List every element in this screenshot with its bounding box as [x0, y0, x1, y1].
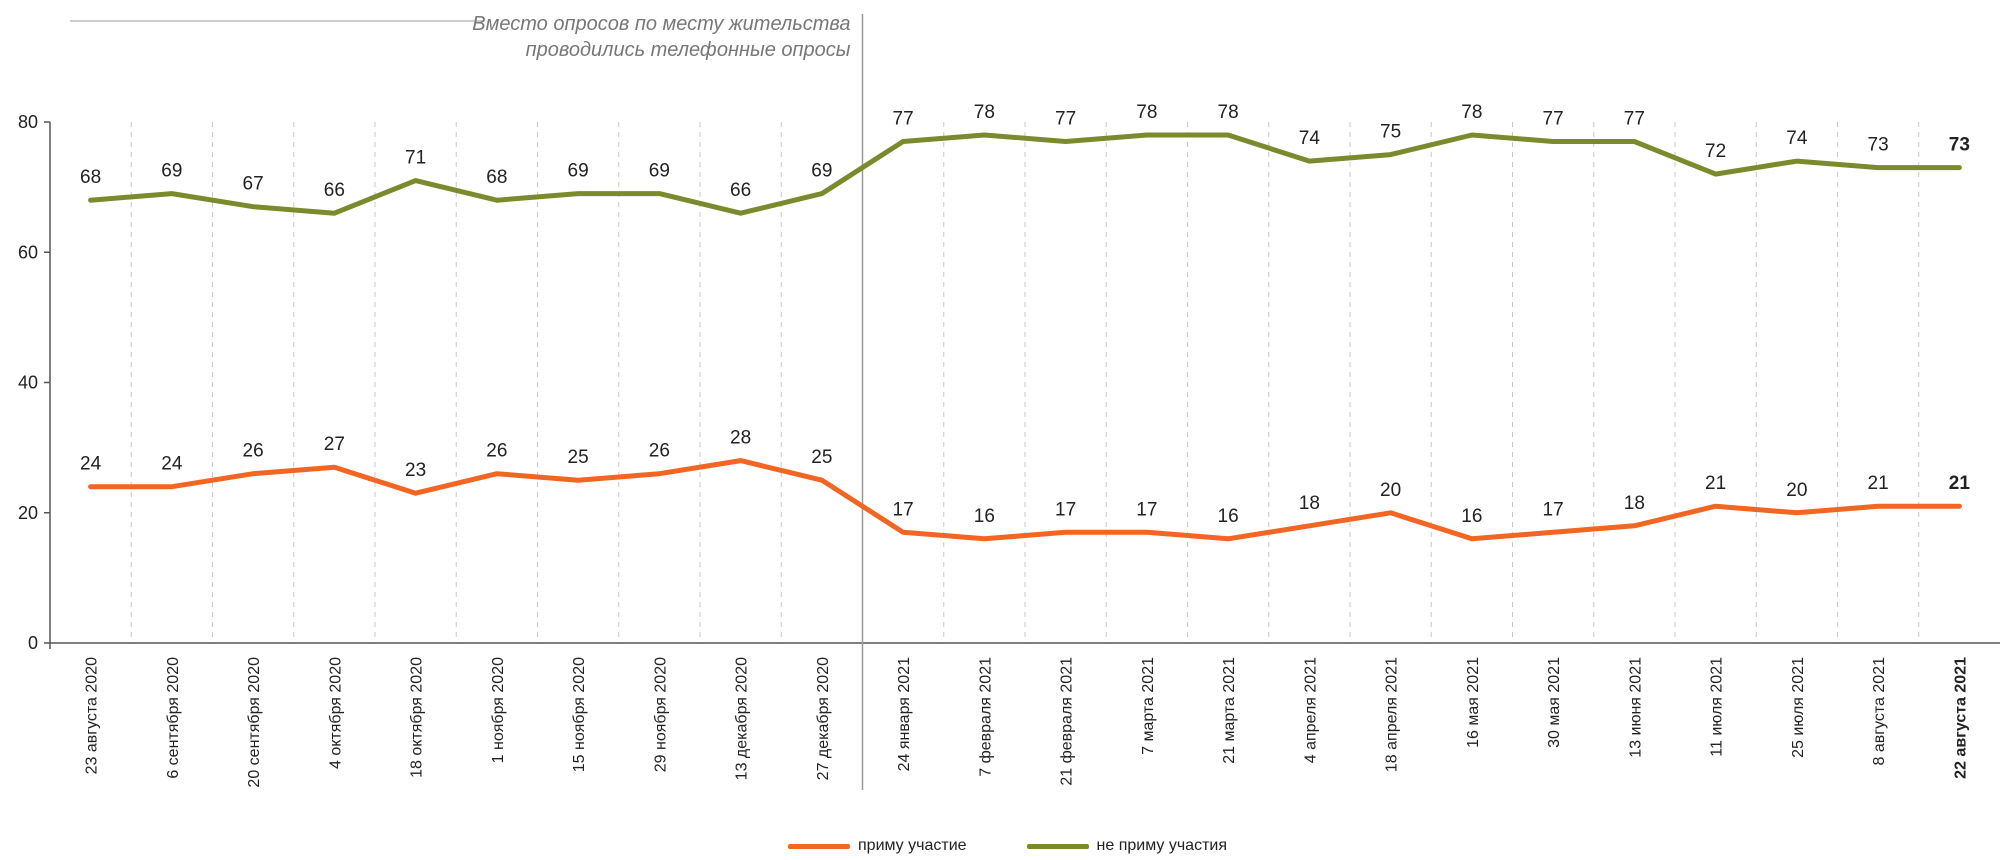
y-tick-label: 80: [18, 112, 38, 132]
legend-swatch-will-not-participate: [1026, 843, 1089, 849]
y-tick-label: 40: [18, 373, 38, 393]
x-tick-label: 24 января 2021: [896, 657, 913, 771]
x-tick-label: 18 октября 2020: [409, 657, 426, 778]
data-label: 69: [649, 161, 670, 182]
x-tick-label: 7 февраля 2021: [977, 657, 994, 777]
legend-swatch-will-participate: [788, 843, 850, 849]
phone-survey-annotation: Вместо опросов по месту жительства прово…: [70, 13, 864, 790]
x-tick-label: 23 августа 2020: [84, 657, 101, 774]
x-axis-labels: 23 августа 2020 6 сентября 2020 20 сентябр…: [84, 657, 1970, 788]
data-label: 66: [324, 180, 345, 201]
data-label: 68: [80, 167, 101, 188]
data-label: 77: [893, 109, 914, 130]
x-tick-label: 8 августа 2021: [1871, 657, 1888, 766]
data-label: 18: [1299, 493, 1320, 514]
data-label: 17: [893, 499, 914, 520]
legend: приму участие не приму участия: [0, 835, 2015, 857]
series-line-will-participate: [88, 458, 1962, 542]
data-label: 21: [1949, 473, 1971, 494]
series-lines: [88, 132, 1962, 542]
data-label: 26: [486, 441, 507, 462]
data-label: 16: [1461, 506, 1482, 527]
data-label: 73: [1949, 135, 1970, 156]
series-line-will-not-participate: [88, 132, 1962, 216]
data-label: 75: [1380, 122, 1401, 143]
data-label: 69: [811, 161, 832, 182]
data-label: 16: [974, 506, 995, 527]
legend-label-will-participate: приму участие: [858, 837, 967, 854]
data-label: 23: [405, 460, 426, 481]
data-label: 24: [80, 454, 102, 475]
data-label: 69: [161, 161, 182, 182]
data-label: 16: [1218, 506, 1239, 527]
data-label: 26: [243, 441, 264, 462]
annotation-line-1: Вместо опросов по месту жительства: [472, 13, 850, 35]
data-label: 20: [1380, 480, 1401, 501]
data-label: 21: [1705, 473, 1726, 494]
annotation-line-2: проводились телефонные опросы: [526, 39, 851, 61]
data-label: 27: [324, 434, 345, 455]
legend-item-will-not-participate: не приму участия: [1026, 837, 1227, 855]
data-label: 78: [974, 102, 995, 123]
x-tick-label: 21 марта 2021: [1221, 657, 1238, 764]
data-label: 72: [1705, 141, 1726, 162]
data-label: 17: [1136, 499, 1157, 520]
data-label: 74: [1299, 128, 1321, 149]
x-tick-label: 4 октября 2020: [327, 657, 344, 769]
data-label: 77: [1543, 109, 1564, 130]
data-label: 66: [730, 180, 751, 201]
x-tick-label: 7 марта 2021: [1140, 657, 1157, 755]
data-label: 78: [1218, 102, 1239, 123]
data-label: 26: [649, 441, 670, 462]
data-label: 77: [1055, 109, 1076, 130]
data-label: 21: [1868, 473, 1889, 494]
x-tick-label: 18 апреля 2021: [1384, 657, 1401, 772]
legend-label-will-not-participate: не приму участия: [1096, 837, 1227, 854]
data-label: 18: [1624, 493, 1645, 514]
data-label: 28: [730, 428, 751, 449]
legend-item-will-participate: приму участие: [788, 837, 967, 855]
data-label: 73: [1868, 135, 1889, 156]
data-label: 71: [405, 148, 426, 169]
x-tick-label: 16 мая 2021: [1465, 657, 1482, 748]
data-label: 78: [1461, 102, 1482, 123]
data-labels: 24 24 26 27 23 26 25 26 28 25 17 16 17 17 16 18 20 16 17 18…: [80, 102, 1970, 527]
x-tick-label: 13 июня 2021: [1627, 657, 1644, 758]
x-tick-label: 22 августа 2021: [1952, 657, 1969, 779]
line-chart: 0 20 40 60 80 23 августа 2020 6 сентября 2020…: [18, 13, 2000, 790]
data-label: 78: [1136, 102, 1157, 123]
x-tick-label: 27 декабря 2020: [815, 657, 832, 780]
x-tick-label: 29 ноября 2020: [652, 657, 669, 772]
data-label: 24: [161, 454, 183, 475]
data-label: 67: [243, 174, 264, 195]
data-label: 69: [568, 161, 589, 182]
x-tick-label: 30 мая 2021: [1546, 657, 1563, 748]
y-tick-label: 60: [18, 242, 38, 262]
y-tick-label: 0: [28, 633, 38, 653]
data-label: 25: [568, 447, 589, 468]
data-label: 17: [1055, 499, 1076, 520]
x-tick-label: 13 декабря 2020: [734, 657, 751, 780]
x-tick-label: 11 июля 2021: [1709, 657, 1726, 757]
axes: [49, 122, 2000, 649]
y-axis-ticks: 0 20 40 60 80: [18, 112, 50, 653]
x-tick-label: 1 ноября 2020: [490, 657, 507, 763]
x-tick-label: 20 сентября 2020: [246, 657, 263, 788]
data-label: 20: [1786, 480, 1807, 501]
data-label: 25: [811, 447, 832, 468]
grid-lines: [130, 122, 1920, 643]
y-tick-label: 20: [18, 503, 38, 523]
data-label: 17: [1543, 499, 1564, 520]
x-tick-label: 25 июля 2021: [1790, 657, 1807, 758]
x-tick-label: 21 февраля 2021: [1059, 657, 1076, 786]
x-tick-label: 15 ноября 2020: [571, 657, 588, 772]
x-tick-label: 4 апреля 2021: [1302, 657, 1319, 763]
data-label: 74: [1786, 128, 1808, 149]
data-label: 77: [1624, 109, 1645, 130]
data-label: 68: [486, 167, 507, 188]
x-tick-label: 6 сентября 2020: [165, 657, 182, 779]
